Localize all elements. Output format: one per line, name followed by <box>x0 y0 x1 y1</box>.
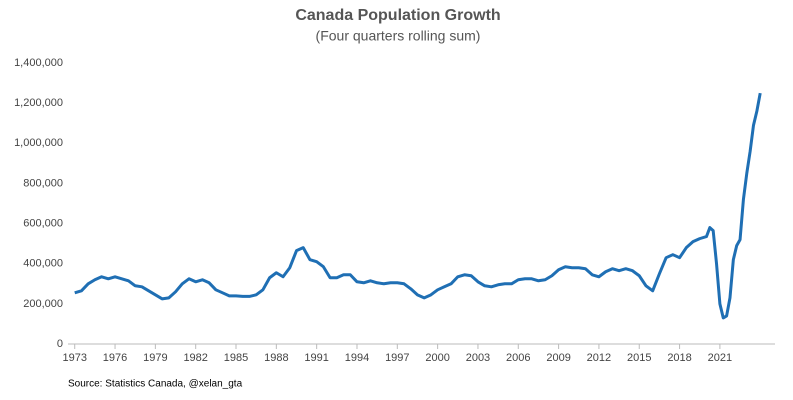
x-tick-label: 2021 <box>708 352 732 364</box>
chart-subtitle: (Four quarters rolling sum) <box>316 28 481 44</box>
y-tick-label: 0 <box>57 338 63 350</box>
x-tick-label: 2015 <box>627 352 651 364</box>
y-tick-label: 1,400,000 <box>14 57 63 69</box>
x-tick-label: 2018 <box>667 352 691 364</box>
x-tick-label: 1985 <box>224 352 248 364</box>
x-tick-label: 2003 <box>466 352 490 364</box>
y-tick-label: 400,000 <box>23 258 63 270</box>
chart-title: Canada Population Growth <box>295 7 500 24</box>
x-tick-label: 1982 <box>183 352 207 364</box>
x-tick-label: 1973 <box>62 352 86 364</box>
x-tick-label: 2006 <box>506 352 530 364</box>
x-tick-label: 2000 <box>425 352 449 364</box>
y-tick-label: 800,000 <box>23 177 63 189</box>
x-tick-label: 2009 <box>546 352 570 364</box>
x-tick-label: 1976 <box>103 352 127 364</box>
x-tick-label: 1991 <box>304 352 328 364</box>
y-tick-label: 200,000 <box>23 298 63 310</box>
x-tick-label: 2012 <box>587 352 611 364</box>
source-note: Source: Statistics Canada, @xelan_gta <box>68 379 243 390</box>
y-tick-label: 600,000 <box>23 217 63 229</box>
x-tick-label: 1994 <box>345 352 369 364</box>
line-series <box>74 92 762 320</box>
y-tick-label: 1,200,000 <box>14 97 63 109</box>
y-tick-label: 1,000,000 <box>14 137 63 149</box>
x-tick-label: 1979 <box>143 352 167 364</box>
x-tick-label: 1997 <box>385 352 409 364</box>
x-tick-label: 1988 <box>264 352 288 364</box>
